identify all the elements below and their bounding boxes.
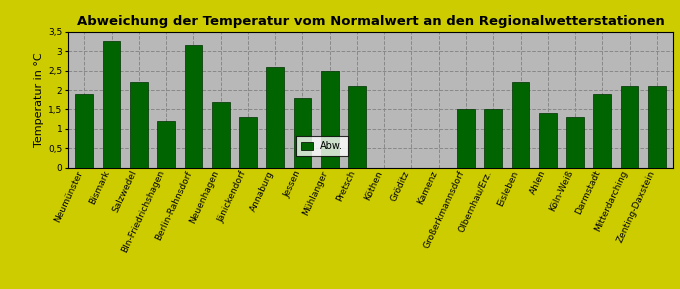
Bar [103,42,120,168]
Legend: Abw.: Abw. [296,136,348,156]
Bar [539,113,557,168]
Title: Abweichung der Temperatur vom Normalwert an den Regionalwetterstationen: Abweichung der Temperatur vom Normalwert… [77,15,664,28]
Bar [348,86,366,168]
Bar [184,45,202,168]
Bar [511,82,530,168]
Bar [457,110,475,168]
Bar [211,102,230,168]
Bar [75,94,93,168]
Bar [157,121,175,168]
Bar [648,86,666,168]
Bar [621,86,639,168]
Bar [566,117,584,168]
Bar [267,67,284,168]
Y-axis label: Temperatur in °C: Temperatur in °C [34,52,44,147]
Bar [130,82,148,168]
Bar [484,110,502,168]
Bar [594,94,611,168]
Bar [321,71,339,168]
Bar [239,117,257,168]
Bar [294,98,311,168]
